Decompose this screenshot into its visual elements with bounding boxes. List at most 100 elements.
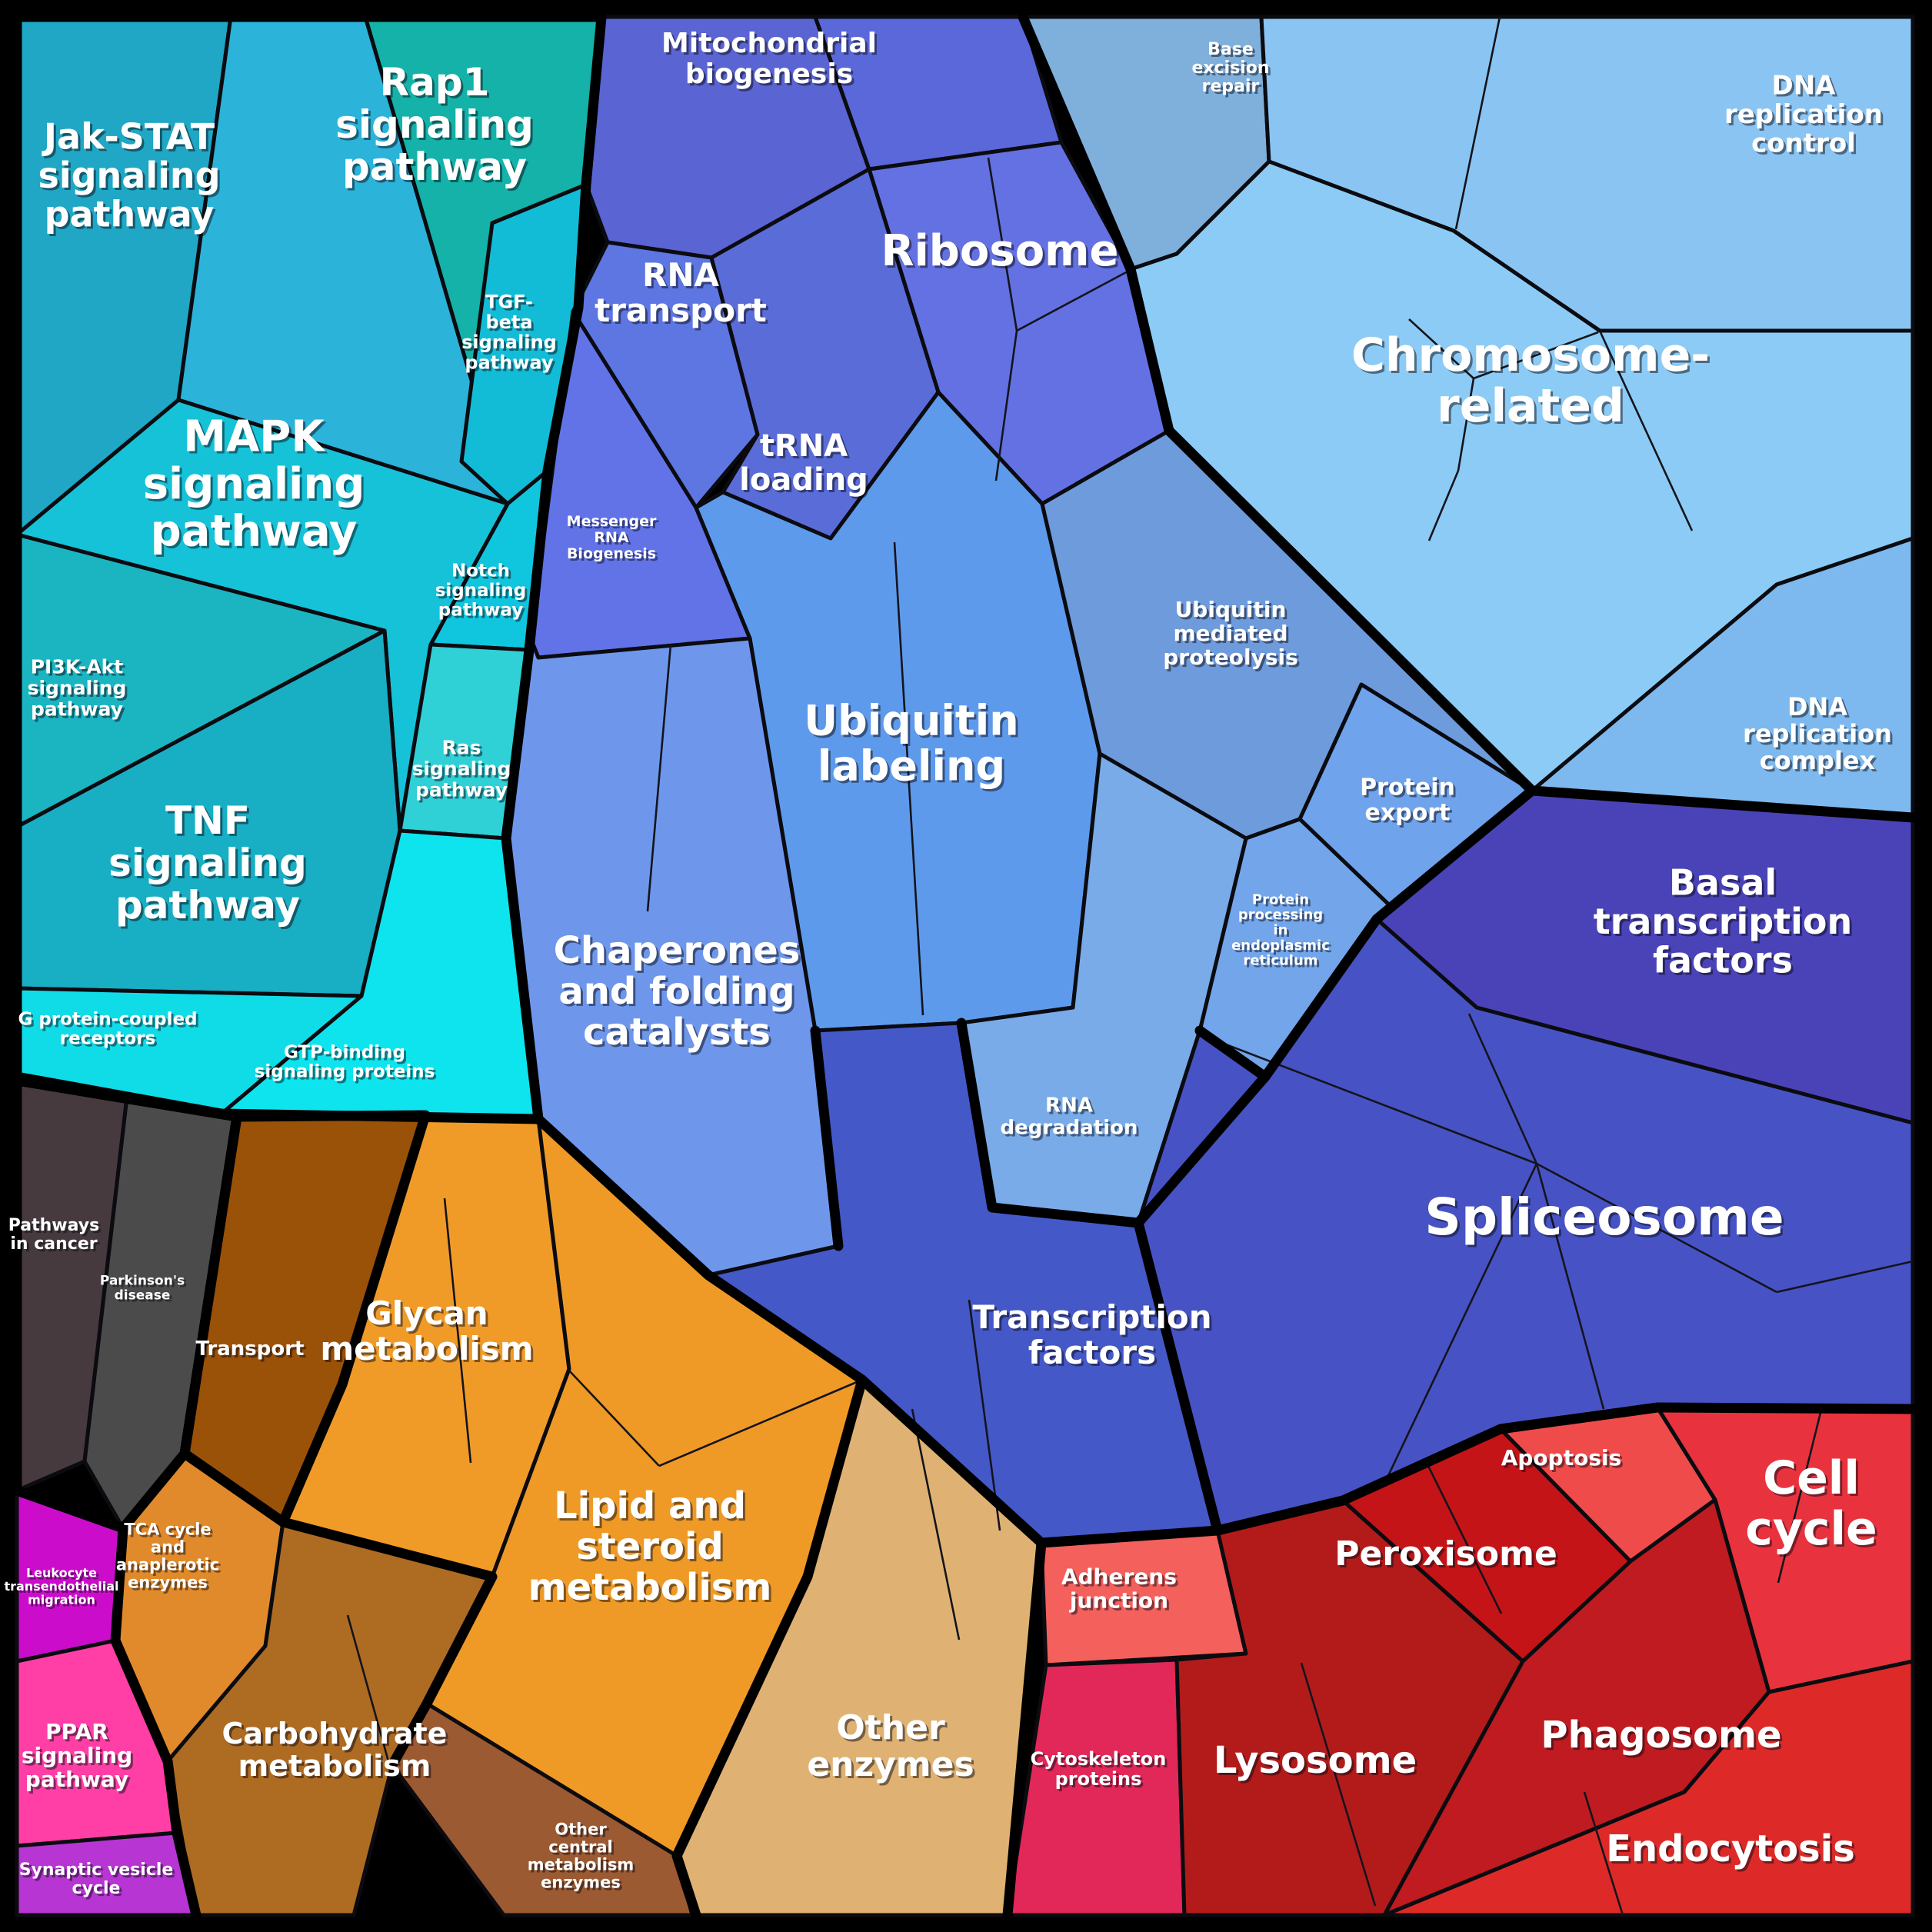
label-text-dna-replication-control-2: control: [1751, 128, 1856, 158]
subcell-boundary-1: [1016, 269, 1130, 332]
subcell-boundary-21: [443, 1198, 472, 1464]
label-text-ubiquitin-mediated-proteolysis-1: mediated: [1173, 621, 1287, 646]
label-shadow-dna-replication-control-2: control: [1754, 130, 1858, 161]
label-basal-transcription-factors: BasalBasaltranscriptiontranscriptionfact…: [1594, 861, 1855, 983]
label-shadow-ubiquitin-mediated-proteolysis-2: proteolysis: [1165, 647, 1300, 672]
label-text-pathways-in-cancer-0: Pathways: [8, 1216, 100, 1235]
label-shadow-cell-cycle-1: cycle: [1747, 1504, 1880, 1558]
label-text-parkinsons-disease-0: Parkinson's: [100, 1274, 185, 1289]
label-text-leukocyte-migration-0: Leukocyte: [26, 1565, 97, 1580]
label-notch: NotchNotchsignalingsignalingpathwaypathw…: [435, 561, 529, 623]
label-shadow-mapk-2: pathway: [153, 509, 360, 559]
label-shadow-basal-transcription-factors-1: transcription: [1596, 903, 1855, 944]
label-text-trna-loading-0: tRNA: [760, 428, 848, 464]
label-shadow-ubiquitin-mediated-proteolysis-0: Ubiquitin: [1178, 599, 1289, 625]
label-shadow-cytoskeleton-proteins-1: proteins: [1058, 1770, 1144, 1792]
label-shadow-chaperones-1: and folding: [561, 972, 797, 1015]
label-shadow-ubiquitin-labeling-1: labeling: [820, 744, 1008, 793]
group-outline-5: [956, 1018, 1144, 1228]
label-text-synaptic-vesicle-cycle-1: cycle: [72, 1879, 121, 1898]
label-text-other-central-metabolism-0: Other: [555, 1820, 607, 1838]
label-shadow-pathways-in-cancer-1: in cancer: [12, 1237, 99, 1256]
label-text-synaptic-vesicle-cycle-0: Synaptic vesicle: [19, 1860, 174, 1880]
label-shadow-trna-loading-0: tRNA: [762, 431, 850, 466]
subcell-boundary-10: [1205, 1035, 1537, 1165]
subcell-boundary-25: [1583, 1791, 1624, 1916]
label-shadow-protein-export-1: export: [1367, 802, 1453, 829]
label-text-rap1-0: Rap1: [380, 60, 490, 105]
label-text-dna-replication-control-1: replication: [1724, 99, 1883, 130]
cell-endocytosis[interactable]: [1382, 1659, 1915, 1917]
group-outline-8: [12, 1075, 242, 1534]
label-text-tca-cycle-2: anaplerotic: [116, 1556, 219, 1574]
label-shadow-glycan-metabolism-0: Glycan: [368, 1297, 490, 1334]
label-shadow-peroxisome-0: Peroxisome: [1337, 1537, 1560, 1576]
label-pi3k-akt: PI3K-AktPI3K-Aktsignalingsignalingpathwa…: [28, 656, 129, 723]
label-text-gtp-binding-1: signaling proteins: [255, 1062, 435, 1082]
subcell-boundary-13: [1536, 1162, 1777, 1294]
subcell-boundary-17: [1777, 1409, 1823, 1584]
label-text-adherens-junction-0: Adherens: [1061, 1564, 1177, 1590]
group-outline-10: [671, 1374, 868, 1920]
label-shadow-cell-cycle-0: Cell: [1765, 1454, 1862, 1507]
label-shadow-base-excision-repair-1: excision: [1194, 61, 1271, 80]
label-shadow-basal-transcription-factors-2: factors: [1655, 942, 1795, 984]
label-dna-replication-complex: DNADNAreplicationreplicationcomplexcompl…: [1743, 692, 1894, 778]
label-text-ppar-2: pathway: [25, 1767, 128, 1792]
group-outline-4: [1194, 1025, 1271, 1082]
label-shadow-tca-cycle-2: anaplerotic: [118, 1558, 222, 1577]
label-text-dna-replication-complex-2: complex: [1760, 746, 1876, 775]
label-text-other-enzymes-0: Other: [836, 1708, 945, 1747]
label-shadow-rap1-2: pathway: [345, 147, 529, 192]
label-shadow-rna-transport-0: RNA: [645, 258, 721, 296]
label-text-mapk-1: signaling: [143, 459, 365, 509]
label-text-rna-degradation-1: degradation: [1000, 1116, 1138, 1139]
label-shadow-ribosome-0: Ribosome: [883, 228, 1121, 278]
group-dna-maintenance: [1021, 15, 1915, 820]
label-shadow-notch-2: pathway: [441, 602, 525, 622]
label-ubiquitin-mediated-proteolysis: UbiquitinUbiquitinmediatedmediatedproteo…: [1163, 597, 1300, 672]
subcell-boundary-26: [968, 1299, 1001, 1531]
label-text-tca-cycle-0: TCA cycle: [124, 1520, 211, 1538]
label-shadow-other-central-metabolism-3: enzymes: [543, 1876, 623, 1894]
label-shadow-tnf-2: pathway: [118, 885, 302, 930]
label-shadow-rna-degradation-0: RNA: [1048, 1097, 1095, 1120]
label-shadow-transport-0: Transport: [198, 1340, 307, 1363]
label-text-chaperones-1: and folding: [558, 970, 794, 1013]
label-text-spliceosome-0: Spliceosome: [1424, 1188, 1784, 1247]
label-text-pi3k-akt-2: pathway: [31, 698, 123, 721]
label-text-trna-loading-1: loading: [739, 462, 868, 498]
label-shadow-rap1-1: signaling: [338, 105, 536, 149]
subcell-boundary-12: [1535, 1163, 1605, 1410]
label-shadow-ppar-2: pathway: [28, 1769, 131, 1794]
label-text-messenger-rna-biogenesis-0: Messenger: [567, 513, 657, 530]
subcell-boundary-16: [646, 644, 672, 912]
label-text-carbohydrate-metabolism-0: Carbohydrate: [222, 1717, 448, 1750]
label-text-endocytosis-0: Endocytosis: [1606, 1827, 1855, 1870]
label-text-base-excision-repair-2: repair: [1202, 77, 1260, 96]
label-text-protein-processing-er-2: in: [1274, 922, 1288, 938]
label-text-carbohydrate-metabolism-1: metabolism: [238, 1749, 431, 1783]
subcell-boundary-22: [911, 1408, 961, 1641]
label-text-peroxisome-0: Peroxisome: [1334, 1534, 1557, 1574]
label-shadow-parkinsons-disease-1: disease: [117, 1290, 173, 1305]
label-text-other-central-metabolism-3: enzymes: [541, 1874, 621, 1892]
subcell-line-layer: [346, 16, 1914, 1916]
label-shadow-tca-cycle-1: and: [153, 1540, 187, 1558]
label-shadow-tnf-0: TNF: [168, 801, 252, 845]
subcell-boundary-23: [346, 1614, 390, 1762]
subcell-boundary-15: [893, 541, 924, 1016]
